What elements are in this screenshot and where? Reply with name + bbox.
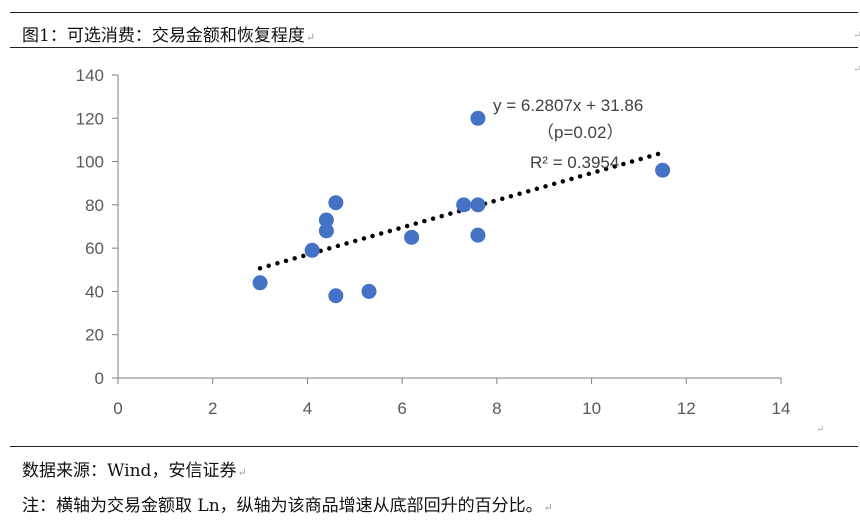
- return-mark: ↵: [543, 501, 553, 514]
- source-line: 数据来源：Wind，安信证券↵: [22, 456, 247, 481]
- data-point: [328, 288, 344, 304]
- bottom-rule: [10, 446, 858, 447]
- edge-mark-bottom: ↵: [816, 424, 825, 435]
- scatter-chart: 0 20 40 60 80 100 120 140 0 2 4 6 8 10 12 14 y = 6.2807…: [76, 66, 791, 418]
- r-squared-label: R² = 0.3954: [530, 153, 619, 172]
- data-point: [470, 197, 486, 213]
- y-tick-label: 140: [76, 66, 104, 85]
- top-rule: [10, 12, 858, 13]
- data-point: [655, 162, 671, 178]
- y-tick-label: 40: [85, 282, 104, 301]
- title-rule: [10, 47, 858, 48]
- x-tick-label: 2: [208, 399, 217, 418]
- return-mark: ↵: [237, 466, 247, 479]
- figure-title: 图1：可选消费：交易金额和恢复程度↵: [22, 21, 315, 46]
- x-tick-label: 10: [582, 399, 601, 418]
- data-point: [328, 195, 344, 211]
- edge-mark-mid: ↵: [853, 64, 860, 75]
- data-point: [404, 229, 420, 245]
- data-point: [318, 223, 334, 239]
- p-value-label: （p=0.02）: [537, 123, 623, 142]
- data-point: [304, 242, 320, 258]
- return-mark: ↵: [305, 31, 316, 44]
- data-point: [318, 212, 334, 228]
- y-tick-label: 120: [76, 109, 104, 128]
- y-tick-label: 0: [95, 369, 104, 388]
- data-point: [252, 275, 268, 291]
- data-point: [456, 197, 472, 213]
- note-line: 注：横轴为交易金额取 Ln，纵轴为该商品增速从底部回升的百分比。↵: [22, 491, 553, 516]
- data-point: [470, 110, 486, 126]
- trendline-group: [257, 150, 665, 271]
- y-tick-label: 60: [85, 239, 104, 258]
- data-point: [470, 227, 486, 243]
- edge-mark-top: ↵: [853, 30, 860, 41]
- x-tick-label: 4: [303, 399, 312, 418]
- x-tick-label: 0: [113, 399, 122, 418]
- trendline: [257, 150, 665, 271]
- x-tick-label: 12: [677, 399, 696, 418]
- source-text: 数据来源：Wind，安信证券: [22, 461, 237, 481]
- figure-title-text: 图1：可选消费：交易金额和恢复程度: [22, 26, 305, 46]
- y-tick-label: 20: [85, 326, 104, 345]
- y-tick-label: 100: [76, 153, 104, 172]
- y-tick-label: 80: [85, 196, 104, 215]
- x-tick-label: 6: [397, 399, 406, 418]
- x-tick-label: 8: [492, 399, 501, 418]
- data-point: [361, 283, 377, 299]
- note-text: 注：横轴为交易金额取 Ln，纵轴为该商品增速从底部回升的百分比。: [22, 496, 543, 516]
- trend-equation-label: y = 6.2807x + 31.86: [493, 96, 643, 115]
- x-tick-label: 14: [772, 399, 791, 418]
- data-points: [252, 110, 671, 304]
- chart-axes: 0 20 40 60 80 100 120 140 0 2 4 6 8 10 12 14: [76, 66, 791, 418]
